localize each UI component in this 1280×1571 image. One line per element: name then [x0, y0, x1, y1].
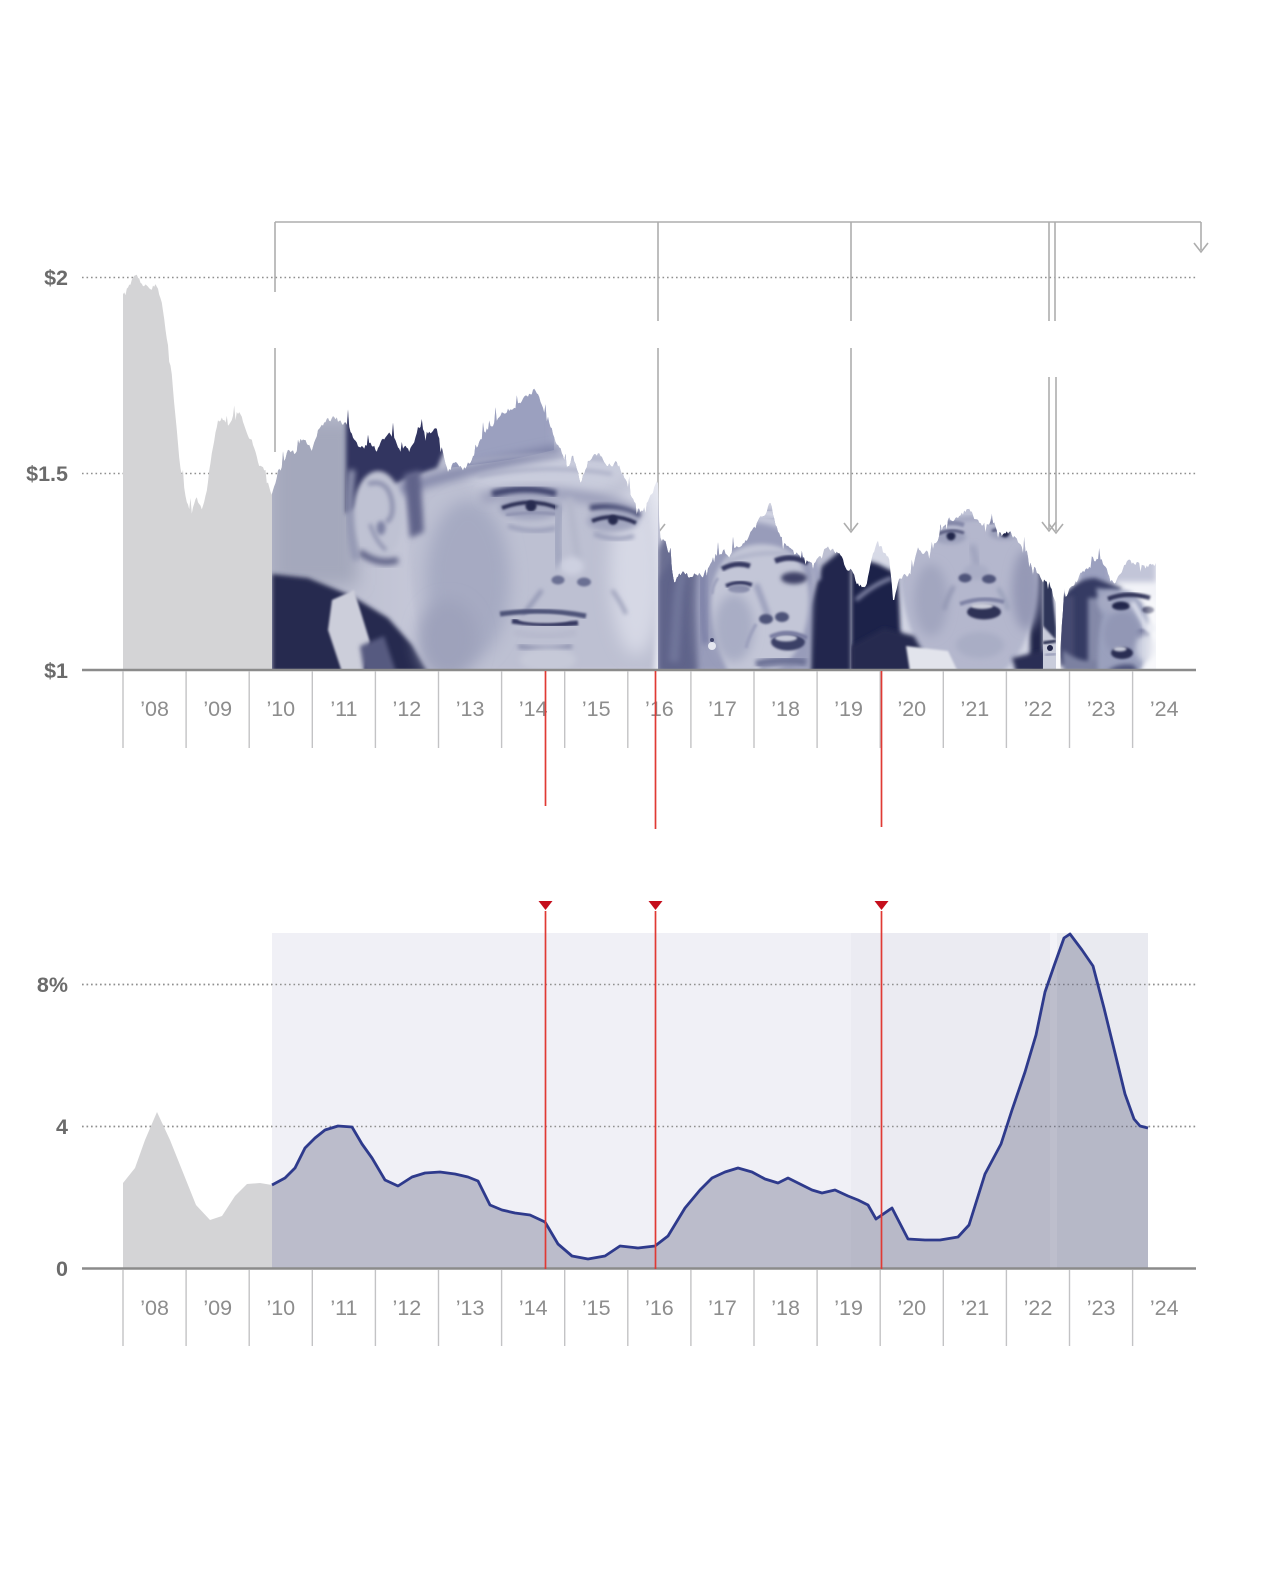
- svg-text:’21: ’21: [961, 697, 990, 721]
- svg-text:’17: ’17: [708, 1296, 737, 1320]
- svg-text:$2: $2: [44, 266, 68, 290]
- svg-text:’24: ’24: [1150, 1296, 1179, 1320]
- svg-text:’16: ’16: [645, 697, 674, 721]
- svg-text:’18: ’18: [771, 1296, 800, 1320]
- svg-text:’12: ’12: [393, 1296, 422, 1320]
- svg-text:’10: ’10: [266, 697, 295, 721]
- svg-text:’08: ’08: [140, 697, 169, 721]
- svg-text:’12: ’12: [393, 697, 422, 721]
- svg-text:0: 0: [56, 1257, 68, 1281]
- svg-text:4: 4: [56, 1115, 68, 1139]
- svg-text:8%: 8%: [37, 973, 68, 997]
- svg-text:’15: ’15: [582, 697, 611, 721]
- svg-text:’08: ’08: [140, 1296, 169, 1320]
- svg-text:$1: $1: [44, 659, 68, 683]
- svg-text:’23: ’23: [1087, 1296, 1116, 1320]
- svg-text:’20: ’20: [897, 697, 926, 721]
- svg-text:’23: ’23: [1087, 697, 1116, 721]
- svg-text:’10: ’10: [266, 1296, 295, 1320]
- svg-text:’24: ’24: [1150, 697, 1179, 721]
- svg-text:’19: ’19: [834, 697, 863, 721]
- svg-text:’11: ’11: [330, 697, 357, 721]
- svg-text:’13: ’13: [456, 697, 485, 721]
- svg-text:’19: ’19: [834, 1296, 863, 1320]
- svg-text:’17: ’17: [708, 697, 737, 721]
- svg-text:’14: ’14: [519, 1296, 548, 1320]
- svg-text:’21: ’21: [961, 1296, 990, 1320]
- svg-text:’18: ’18: [771, 697, 800, 721]
- svg-text:’13: ’13: [456, 1296, 485, 1320]
- svg-text:’22: ’22: [1024, 1296, 1053, 1320]
- svg-text:’09: ’09: [203, 697, 232, 721]
- svg-text:’20: ’20: [897, 1296, 926, 1320]
- svg-text:’14: ’14: [519, 697, 548, 721]
- svg-text:’11: ’11: [330, 1296, 357, 1320]
- svg-text:’16: ’16: [645, 1296, 674, 1320]
- svg-text:’09: ’09: [203, 1296, 232, 1320]
- svg-text:’15: ’15: [582, 1296, 611, 1320]
- svg-text:’22: ’22: [1024, 697, 1053, 721]
- svg-text:$1.5: $1.5: [26, 462, 68, 486]
